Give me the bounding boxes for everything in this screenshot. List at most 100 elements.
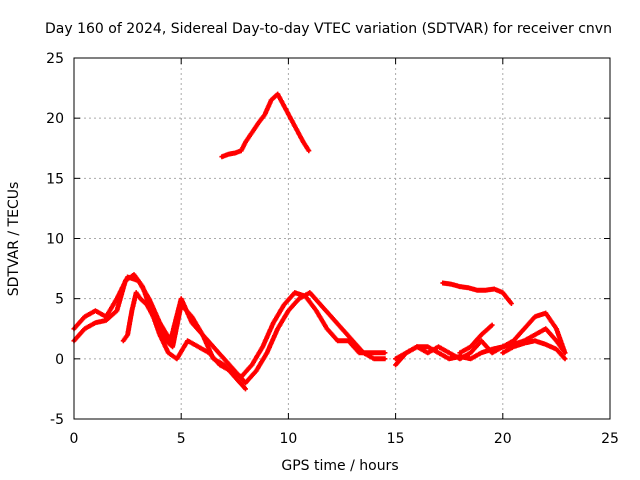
data-points	[120, 290, 248, 392]
data-point	[372, 357, 376, 361]
data-point	[533, 339, 537, 343]
data-point	[447, 351, 451, 355]
data-point	[166, 351, 170, 355]
data-point	[244, 140, 247, 144]
data-point	[325, 327, 329, 331]
data-points	[393, 326, 568, 368]
data-point	[132, 273, 136, 276]
data-point	[362, 351, 365, 355]
data-point	[254, 369, 258, 373]
chart-title: Day 160 of 2024, Sidereal Day-to-day VTE…	[45, 21, 612, 37]
data-point	[544, 327, 548, 331]
data-point	[404, 351, 408, 355]
data-point	[164, 339, 168, 343]
data-point	[512, 345, 515, 349]
data-point	[244, 381, 247, 385]
data-point	[158, 327, 162, 331]
data-point	[458, 355, 462, 358]
data-point	[501, 351, 505, 355]
series-arc-6	[393, 326, 568, 368]
data-point	[83, 327, 87, 331]
data-point	[555, 327, 558, 331]
data-point	[426, 351, 430, 355]
data-point	[490, 347, 494, 351]
x-tick-label: 25	[601, 431, 619, 447]
data-point	[233, 369, 237, 373]
data-point	[479, 339, 483, 343]
x-tick-label: 5	[177, 431, 186, 447]
data-point	[190, 315, 194, 319]
data-point	[394, 363, 397, 367]
data-point	[297, 297, 301, 301]
data-point	[233, 375, 237, 379]
data-point	[563, 351, 567, 355]
data-point	[276, 92, 280, 96]
series-arc-3	[120, 290, 248, 392]
data-point	[250, 363, 254, 367]
data-point	[282, 104, 286, 108]
data-point	[293, 291, 297, 295]
data-point	[458, 351, 462, 355]
data-point	[302, 140, 305, 144]
y-tick-label: 5	[55, 292, 64, 308]
data-point	[186, 339, 190, 343]
data-point	[147, 297, 151, 301]
data-point	[533, 315, 537, 319]
data-point	[426, 345, 430, 349]
data-point	[449, 282, 453, 286]
x-tick-label: 0	[70, 431, 79, 447]
data-point	[287, 309, 290, 313]
data-point	[250, 131, 254, 135]
y-tick-label: -5	[50, 412, 64, 428]
data-point	[295, 128, 299, 132]
data-point	[239, 149, 243, 153]
x-tick-label: 10	[279, 431, 297, 447]
data-point	[126, 275, 129, 279]
data-point	[544, 342, 548, 346]
data-point	[130, 309, 134, 313]
data-point	[211, 357, 215, 361]
data-point	[263, 113, 267, 116]
series-arc-8	[457, 322, 495, 356]
data-point	[467, 286, 470, 290]
data-point	[211, 345, 215, 349]
data-point	[139, 297, 142, 301]
data-point	[437, 345, 440, 349]
data-point	[307, 149, 311, 153]
data-point	[357, 351, 361, 355]
data-point	[104, 315, 108, 319]
data-point	[501, 291, 505, 295]
data-point	[415, 345, 419, 349]
data-point	[492, 287, 496, 291]
data-point	[340, 327, 344, 331]
data-point	[115, 309, 119, 313]
data-point	[265, 351, 269, 355]
data-point	[533, 333, 537, 337]
data-point	[441, 281, 445, 285]
data-points	[219, 91, 312, 160]
data-point	[94, 321, 97, 325]
data-point	[383, 351, 387, 355]
data-point	[509, 302, 513, 305]
data-point	[555, 339, 558, 343]
data-point	[314, 309, 318, 313]
data-point	[484, 288, 488, 292]
data-point	[563, 357, 567, 361]
data-point	[289, 116, 292, 120]
data-point	[136, 279, 140, 283]
data-point	[151, 315, 155, 319]
x-tick-label: 15	[387, 431, 405, 447]
data-point	[319, 303, 322, 307]
data-point	[447, 357, 451, 361]
y-axis-label: SDTVAR / TECUs	[6, 182, 22, 297]
axes: 0 5 10 15 20 25 -5 0 5 10 15 20 25	[46, 51, 619, 447]
data-point	[308, 291, 312, 295]
data-point	[83, 315, 87, 319]
data-point	[269, 98, 273, 102]
data-point	[94, 309, 97, 313]
data-point	[282, 303, 286, 307]
data-point	[501, 345, 505, 349]
data-point	[479, 351, 483, 355]
data-point	[233, 151, 237, 155]
series-arc-9	[500, 338, 568, 362]
